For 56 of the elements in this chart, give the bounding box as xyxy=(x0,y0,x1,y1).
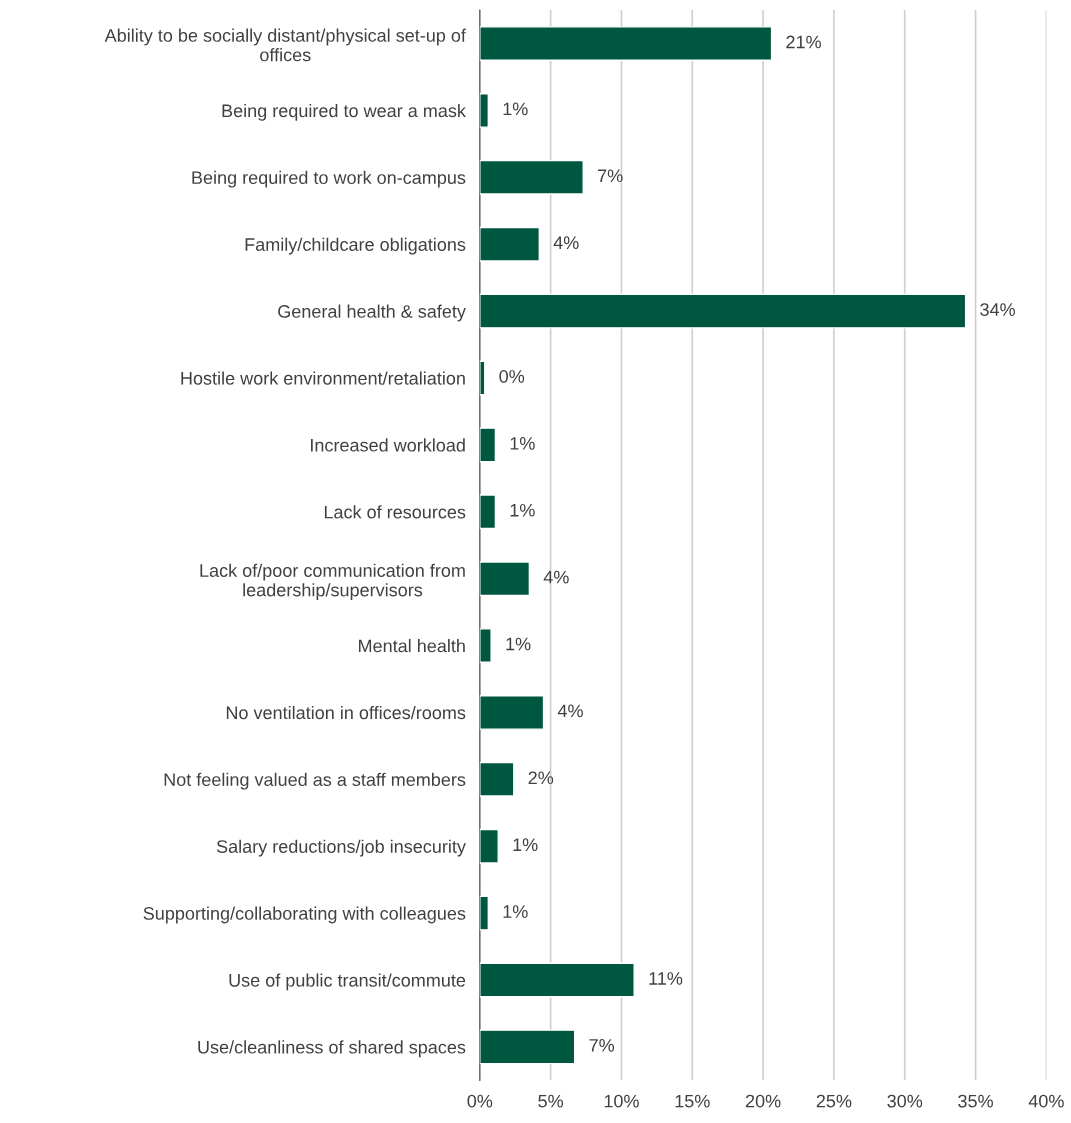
y-tick-label: Family/childcare obligations xyxy=(245,237,466,255)
data-label: 7% xyxy=(598,169,623,183)
bar xyxy=(479,895,490,931)
bar xyxy=(479,26,773,61)
bar xyxy=(479,561,531,597)
y-tick-label: Use/cleanliness of shared spaces xyxy=(198,1040,466,1058)
y-tick-label: Being required to wear a mask xyxy=(222,103,466,121)
data-label: 1% xyxy=(503,905,528,918)
bar xyxy=(479,761,515,797)
bar xyxy=(479,226,540,262)
y-tick-label: Lack of resources xyxy=(324,505,466,519)
data-label: 1% xyxy=(513,838,538,851)
bar xyxy=(479,695,545,730)
bar xyxy=(479,1029,576,1065)
y-tick-label: Lack of/poor communication from leadership/supervisors xyxy=(200,563,465,600)
data-label: 1% xyxy=(510,503,535,517)
y-tick-label: Increased workload xyxy=(311,438,465,452)
data-label: 1% xyxy=(503,102,528,116)
x-tick-label: 35% xyxy=(958,1094,993,1108)
y-tick-label: No ventilation in offices/rooms xyxy=(226,705,466,720)
bar xyxy=(479,628,492,663)
x-tick-label: 10% xyxy=(604,1094,639,1108)
y-tick-label: Salary reductions/job insecurity xyxy=(216,839,466,857)
y-tick-label: Ability to be socially distant/physical set-up of offices xyxy=(104,28,466,62)
x-tick-label: 15% xyxy=(675,1094,710,1108)
bar xyxy=(479,494,497,530)
y-tick-label: Supporting/collaborating with colleagues xyxy=(143,906,466,924)
bar xyxy=(479,828,499,864)
x-tick-label: 0% xyxy=(467,1094,493,1108)
bar xyxy=(479,159,584,195)
y-tick-label: Not feeling valued as a staff members xyxy=(164,772,466,790)
data-label: 4% xyxy=(557,704,583,718)
data-label: 11% xyxy=(649,972,683,985)
x-tick-label: 40% xyxy=(1028,1094,1064,1108)
y-tick-label: Being required to work on-campus xyxy=(192,170,466,188)
data-label: 1% xyxy=(506,637,531,651)
y-tick-label: Mental health xyxy=(359,639,465,653)
data-label: 1% xyxy=(510,437,535,450)
y-tick-label: Hostile work environment/retaliation xyxy=(181,371,465,385)
x-tick-label: 20% xyxy=(745,1094,781,1108)
data-label: 0% xyxy=(499,370,525,383)
x-tick-label: 30% xyxy=(887,1094,923,1108)
data-label: 34% xyxy=(980,303,1016,316)
bar xyxy=(479,93,490,128)
x-tick-label: 5% xyxy=(538,1094,564,1108)
data-label: 4% xyxy=(553,236,579,249)
y-tick-label: Use of public transit/commute xyxy=(229,973,466,991)
data-label: 2% xyxy=(528,771,554,785)
y-tick-label: General health & safety xyxy=(278,304,466,322)
x-tick-label: 25% xyxy=(816,1094,852,1108)
data-label: 7% xyxy=(589,1039,615,1052)
bar xyxy=(479,293,967,329)
bar xyxy=(479,962,635,998)
data-label: 4% xyxy=(543,570,569,584)
data-label: 21% xyxy=(786,35,821,49)
bar xyxy=(479,427,497,463)
